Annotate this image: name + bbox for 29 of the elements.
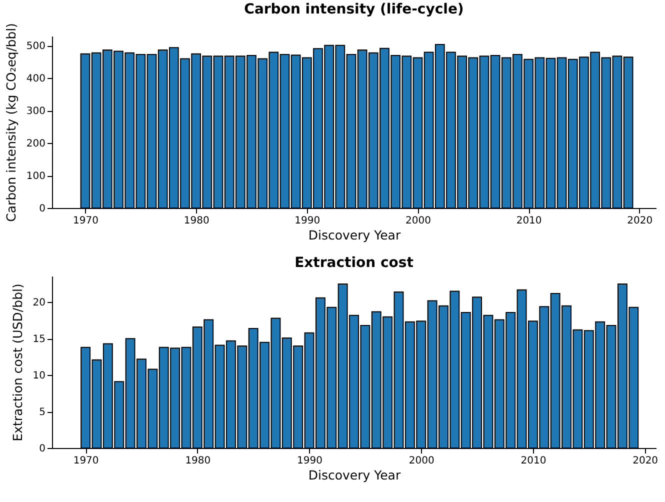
x-tick-label: 1980 xyxy=(184,216,210,226)
y-tick-label: 500 xyxy=(26,41,46,52)
y-tick-label: 100 xyxy=(26,171,46,182)
x-tick-label: 1990 xyxy=(294,216,320,226)
x-tick-label: 2010 xyxy=(516,216,542,226)
y-tick-label: 400 xyxy=(26,74,46,85)
y-tick-label: 0 xyxy=(39,444,46,454)
y-tick-label: 15 xyxy=(32,334,46,346)
y-axis-title: Carbon intensity (kg CO₂eq/bbl) xyxy=(3,23,18,222)
x-tick-label: 1990 xyxy=(297,456,322,466)
y-axis-title: Extraction cost (USD/bbl) xyxy=(10,284,25,442)
y-tick-label: 5 xyxy=(39,407,46,418)
y-tick-label: 300 xyxy=(26,106,46,118)
y-tick-label: 10 xyxy=(32,370,46,382)
y-tick-label: 200 xyxy=(26,138,46,150)
x-tick-label: 2020 xyxy=(627,216,653,226)
y-tick-label: 20 xyxy=(32,298,46,309)
x-tick-label: 1970 xyxy=(73,216,98,226)
x-tick-label: 1980 xyxy=(185,456,211,466)
x-axis-title: Discovery Year xyxy=(308,468,402,482)
x-axis-title: Discovery Year xyxy=(308,228,402,242)
x-tick-label: 1970 xyxy=(73,456,99,466)
x-tick-label: 2020 xyxy=(632,456,658,466)
x-tick-label: 2010 xyxy=(520,456,546,466)
x-tick-label: 2000 xyxy=(408,456,434,466)
y-tick-label: 0 xyxy=(39,204,46,214)
x-tick-label: 2000 xyxy=(406,216,431,226)
chart-title: Carbon intensity (life-cycle) xyxy=(244,2,464,18)
chart-title: Extraction cost xyxy=(294,255,414,271)
